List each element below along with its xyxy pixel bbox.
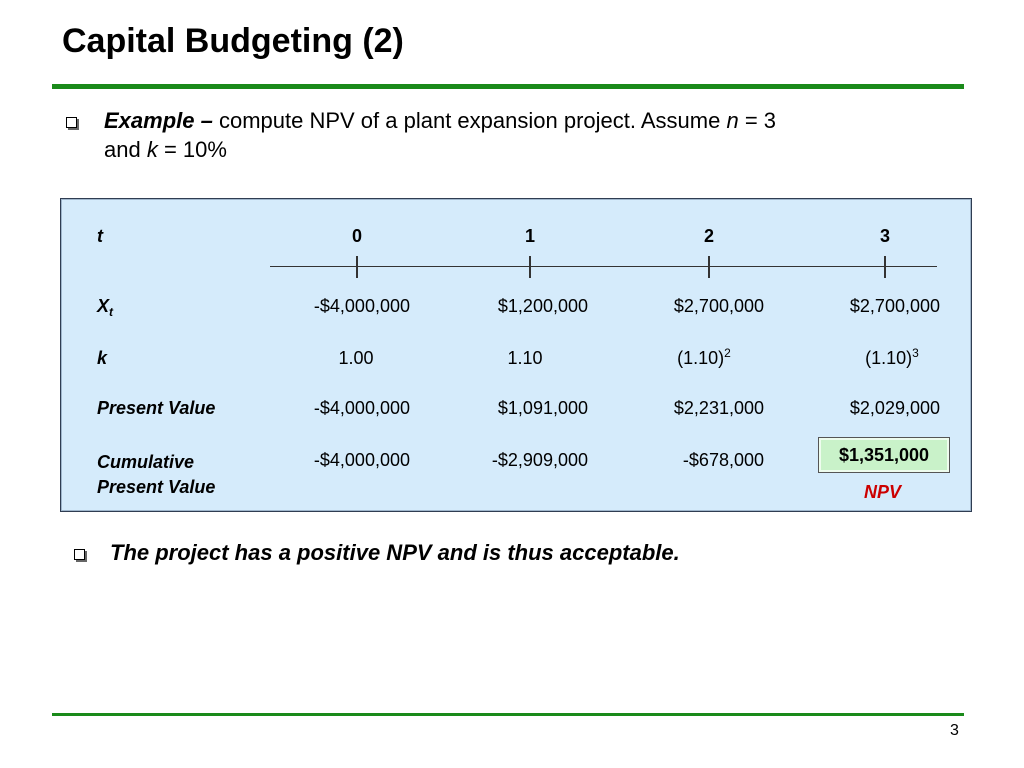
cash-flow-1: $1,200,000 <box>497 296 588 316</box>
intro-n-eq: = 3 <box>738 108 777 133</box>
row-label-t: t <box>97 226 103 246</box>
cumulative-0: -$4,000,000 <box>313 450 410 470</box>
present-value-3: $2,029,000 <box>849 398 940 418</box>
timeline-tick-3 <box>884 256 886 278</box>
row-label-present-value: Present Value <box>97 398 216 418</box>
k-value-2: (1.10)2 <box>664 346 744 369</box>
npv-caption: NPV <box>864 482 902 502</box>
present-value-1: $1,091,000 <box>497 398 588 418</box>
present-value-0: -$4,000,000 <box>313 398 410 418</box>
row-label-cumulative-line2: Present Value <box>97 477 216 497</box>
page-number: 3 <box>950 722 959 739</box>
k-value-1: 1.10 <box>485 348 565 369</box>
bullet-square-icon <box>66 117 77 128</box>
title-divider <box>52 84 964 89</box>
timeline-axis <box>270 266 937 267</box>
slide-title: Capital Budgeting (2) <box>62 22 404 60</box>
row-label-x-base: X <box>97 296 110 316</box>
period-3: 3 <box>879 226 890 246</box>
cumulative-2: -$678,000 <box>682 450 764 470</box>
cash-flow-3: $2,700,000 <box>849 296 940 316</box>
period-1: 1 <box>524 226 535 246</box>
k-value-0: 1.00 <box>316 348 396 369</box>
bullet-square-icon <box>74 549 85 560</box>
row-label-cumulative-line1: Cumulative <box>97 452 195 472</box>
timeline-tick-1 <box>529 256 531 278</box>
intro-text-b: and <box>104 137 147 162</box>
cumulative-1: -$2,909,000 <box>491 450 588 470</box>
k-value-0-base: 1.00 <box>338 348 374 368</box>
k-value-1-base: 1.10 <box>507 348 543 368</box>
footer-divider <box>52 713 964 716</box>
cash-flow-0: -$4,000,000 <box>313 296 410 316</box>
present-value-2: $2,231,000 <box>673 398 764 418</box>
timeline-tick-0 <box>356 256 358 278</box>
row-label-cumulative: Cumulative Present Value <box>97 450 215 500</box>
intro-k-eq: = 10% <box>157 137 227 162</box>
k-value-2-base: (1.10) <box>677 348 725 368</box>
k-value-3-exp: 3 <box>912 346 919 360</box>
intro-lead: Example – <box>104 108 213 133</box>
cash-flow-2: $2,700,000 <box>673 296 764 316</box>
k-value-2-exp: 2 <box>724 346 731 360</box>
period-0: 0 <box>351 226 362 246</box>
conclusion-text: The project has a positive NPV and is th… <box>110 540 680 565</box>
intro-n-var: n <box>726 108 739 133</box>
k-value-3: (1.10)3 <box>852 346 932 369</box>
intro-paragraph: Example – compute NPV of a plant expansi… <box>104 106 776 164</box>
timeline-tick-2 <box>708 256 710 278</box>
row-label-cash-flow: Xt <box>97 296 114 319</box>
row-label-x-sub: t <box>109 305 114 319</box>
intro-k-var: k <box>146 137 158 162</box>
period-2: 2 <box>703 226 714 246</box>
intro-text-a: compute NPV of a plant expansion project… <box>212 108 727 133</box>
row-label-k: k <box>97 348 108 368</box>
k-value-3-base: (1.10) <box>865 348 913 368</box>
npv-result-box: $1,351,000 <box>818 437 950 473</box>
